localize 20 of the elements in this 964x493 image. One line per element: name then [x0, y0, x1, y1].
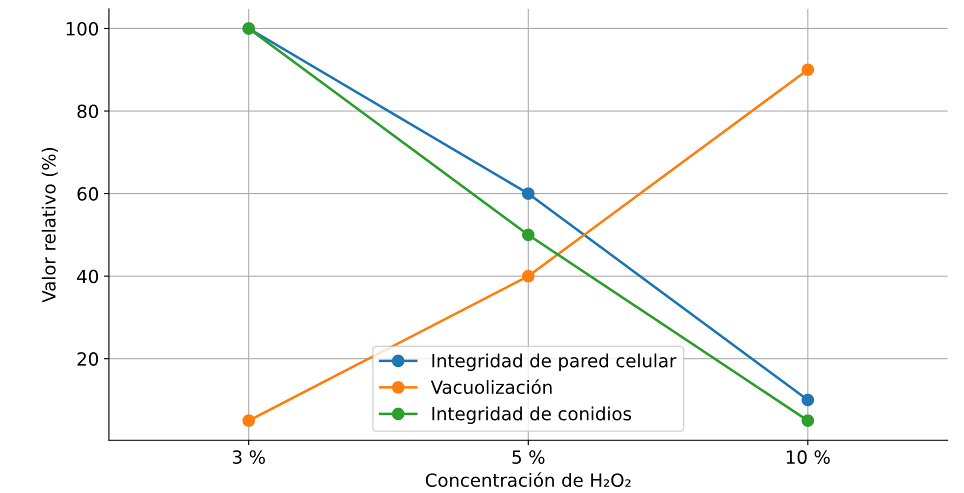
legend-label: Vacuolización: [430, 379, 552, 394]
legend-label: Integridad de conidios: [432, 406, 632, 424]
x-axis-title: Concentración de H₂O₂: [426, 472, 631, 487]
legend-label: Integridad de pared celular: [432, 354, 676, 371]
x-tick-label: 5 %: [512, 450, 544, 464]
y-tick-label: 60: [77, 187, 98, 201]
y-tick-label: 20: [78, 352, 98, 366]
y-tick-label: 40: [77, 270, 98, 284]
point: [522, 228, 535, 242]
point: [242, 414, 255, 427]
point: [802, 414, 814, 427]
point: [802, 394, 814, 406]
y-axis-title: Valor relativo (%): [42, 148, 58, 303]
point: [522, 187, 535, 200]
point: [522, 270, 535, 282]
x-tick-label: 10 %: [786, 450, 830, 464]
point: [802, 64, 814, 76]
x-tick-label: 3 %: [232, 450, 265, 464]
y-tick-label: 100: [66, 22, 98, 36]
y-tick-label: 80: [77, 104, 98, 118]
